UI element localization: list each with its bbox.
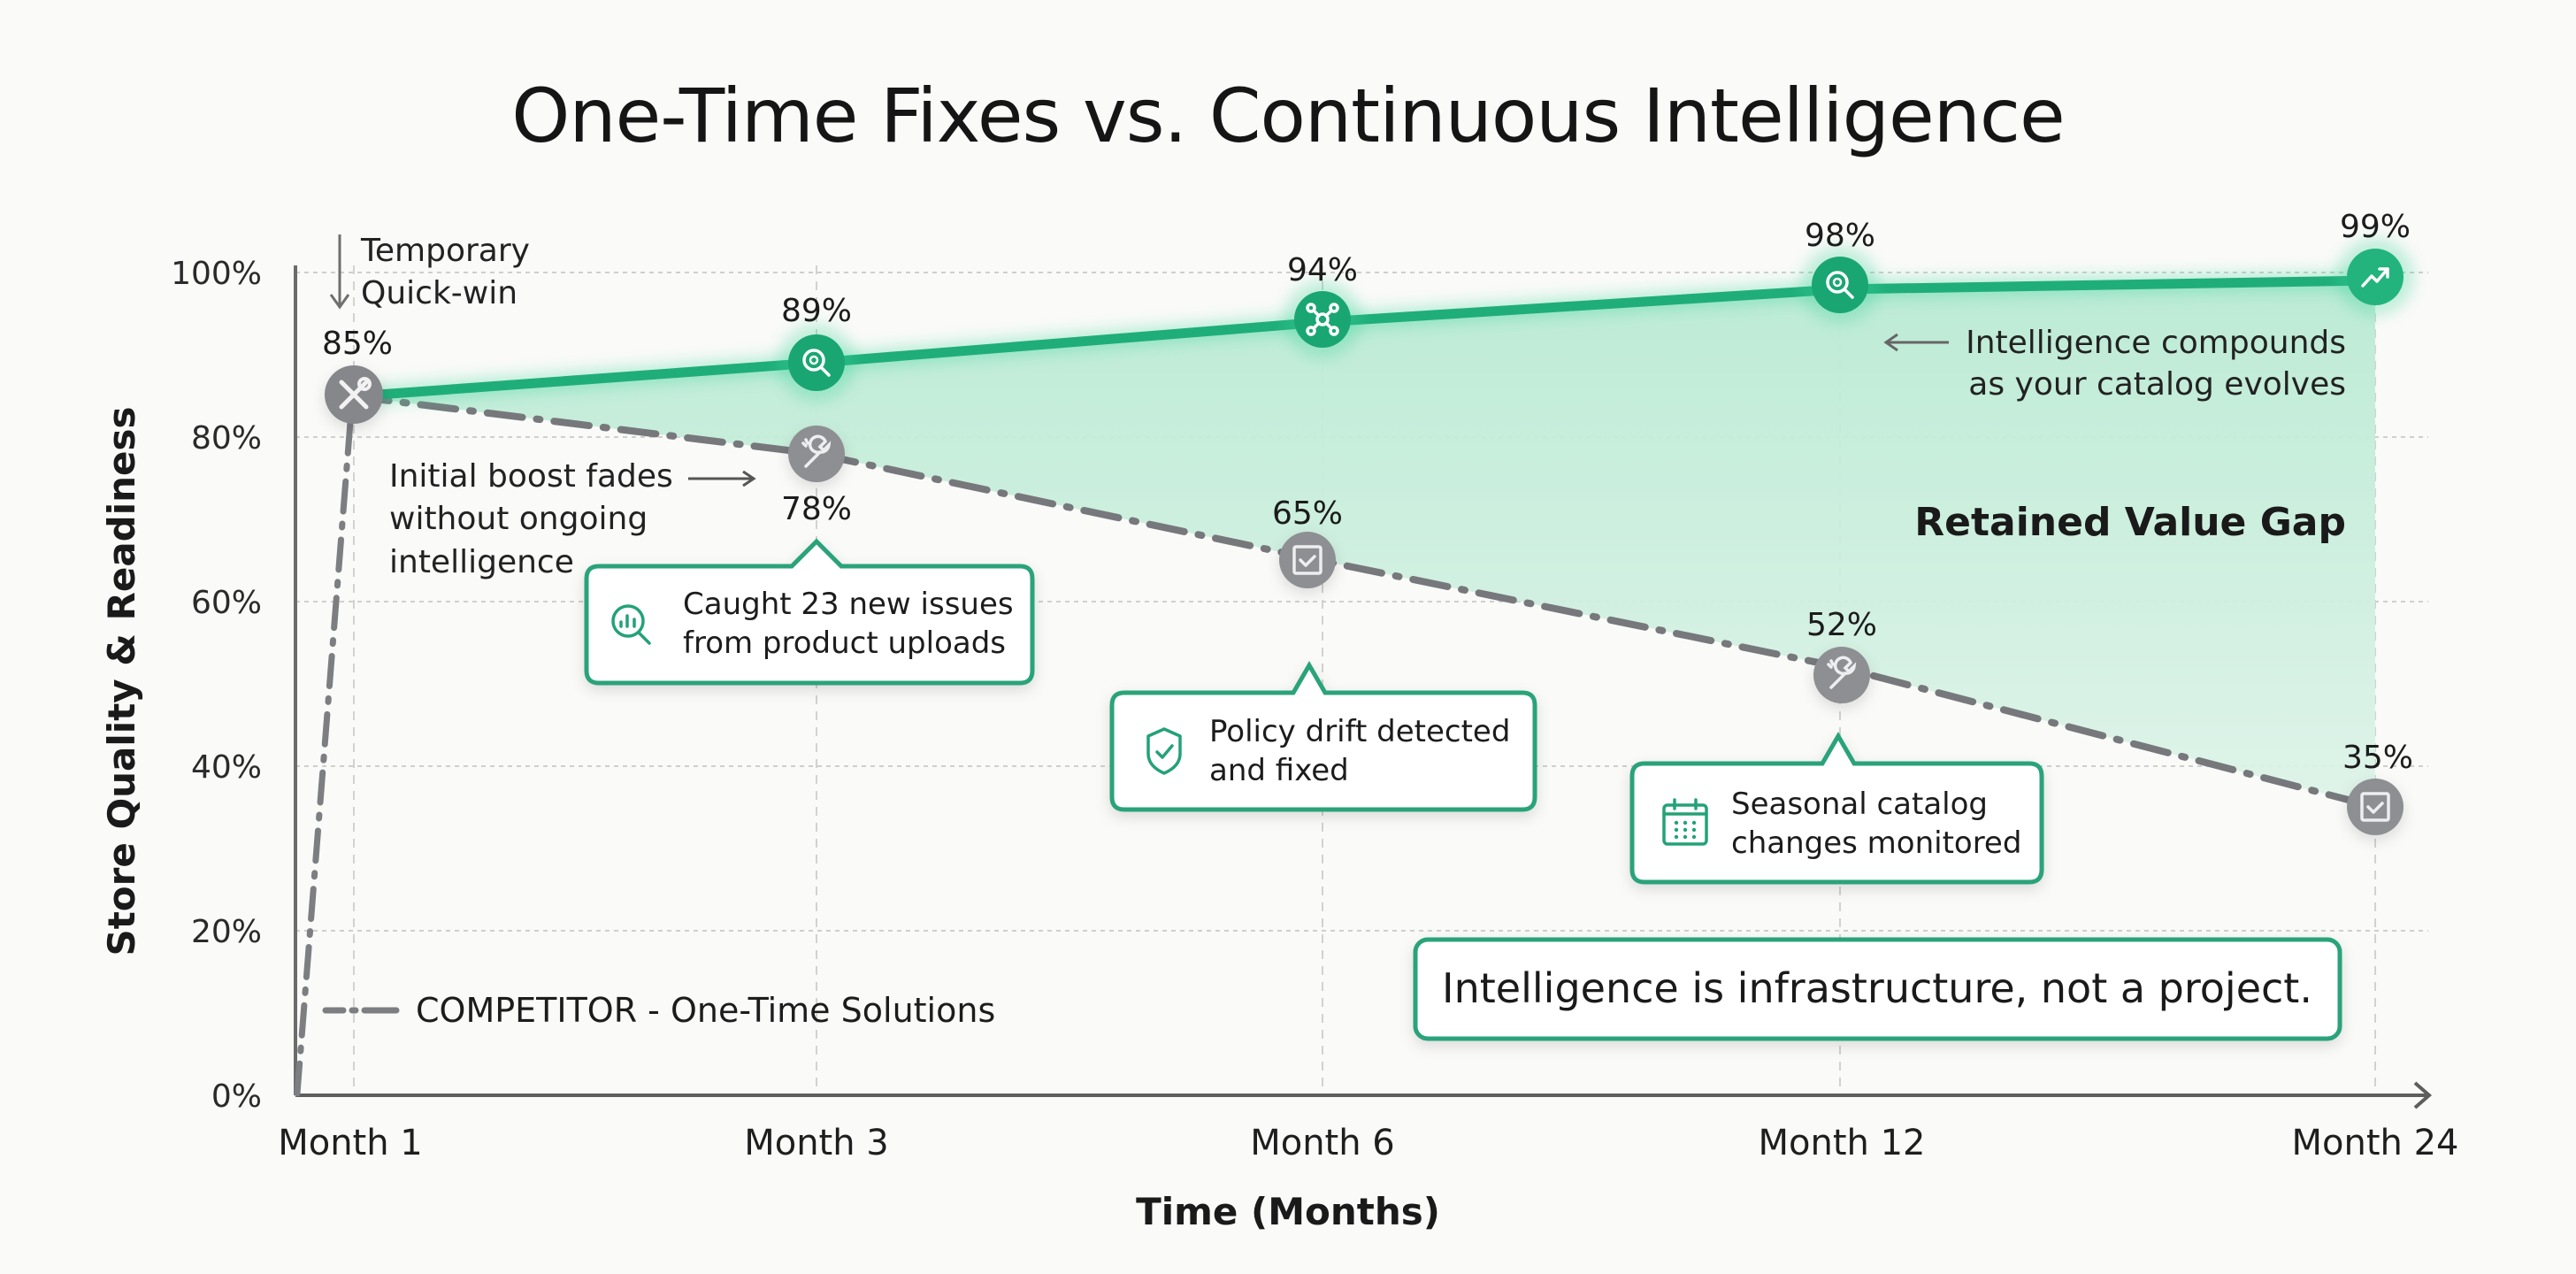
svg-text:Initial boost fades: Initial boost fades: [389, 458, 673, 495]
svg-text:60%: 60%: [191, 585, 262, 621]
svg-text:89%: 89%: [781, 293, 852, 329]
svg-text:94%: 94%: [1287, 252, 1358, 288]
tagline-text: Intelligence is infrastructure, not a pr…: [1442, 964, 2312, 1012]
callout-seasonal-line2: changes monitored: [1731, 825, 2021, 861]
svg-text:Quick-win: Quick-win: [361, 275, 518, 311]
svg-text:20%: 20%: [191, 914, 262, 950]
svg-text:99%: 99%: [2340, 209, 2411, 245]
svg-text:without ongoing: without ongoing: [389, 501, 648, 537]
callout-new-issues-line2: from product uploads: [683, 625, 1006, 661]
legend-competitor-label: COMPETITOR - One-Time Solutions: [416, 991, 995, 1030]
continuous-marker-m24: [2336, 238, 2414, 316]
svg-text:40%: 40%: [191, 749, 262, 786]
y-tick-labels: 0% 20% 40% 60% 80% 100%: [171, 256, 262, 1115]
svg-text:100%: 100%: [171, 256, 262, 292]
fades-annotation: Initial boost fades without ongoing inte…: [389, 458, 754, 580]
svg-text:as your catalog evolves: as your catalog evolves: [1968, 366, 2346, 403]
callout-seasonal-line1: Seasonal catalog: [1731, 787, 1988, 822]
svg-text:78%: 78%: [781, 491, 852, 527]
competitor-marker-m6: [1279, 532, 1336, 588]
svg-text:35%: 35%: [2342, 740, 2413, 776]
continuous-marker-m6: [1284, 280, 1361, 358]
callout-policy-drift-line1: Policy drift detected: [1209, 714, 1510, 749]
svg-text:intelligence: intelligence: [389, 544, 574, 580]
retained-value-gap-label: Retained Value Gap: [1914, 500, 2346, 545]
callout-policy-drift-line2: and fixed: [1209, 753, 1349, 788]
svg-text:Temporary: Temporary: [360, 233, 530, 269]
legend: COMPETITOR - One-Time Solutions: [326, 991, 995, 1030]
svg-text:0%: 0%: [211, 1078, 262, 1115]
svg-text:Month 12: Month 12: [1759, 1123, 1926, 1163]
competitor-rise-line: [297, 400, 352, 1094]
svg-text:85%: 85%: [322, 326, 393, 362]
x-tick-labels: Month 1 Month 3 Month 6 Month 12 Month 2…: [278, 1123, 2458, 1163]
svg-text:Month 6: Month 6: [1250, 1123, 1395, 1163]
callout-new-issues-line1: Caught 23 new issues: [683, 587, 1014, 622]
competitor-marker-m24: [2347, 779, 2404, 835]
svg-text:Month 3: Month 3: [744, 1123, 889, 1163]
chart: One-Time Fixes vs. Continuous Intelligen…: [0, 0, 2576, 1274]
svg-text:Month 24: Month 24: [2292, 1123, 2459, 1163]
svg-text:52%: 52%: [1806, 607, 1877, 643]
svg-text:98%: 98%: [1805, 218, 1875, 254]
svg-text:Intelligence compounds: Intelligence compounds: [1966, 325, 2346, 361]
svg-text:Month 1: Month 1: [278, 1123, 423, 1163]
y-axis-title: Store Quality & Readiness: [100, 406, 143, 956]
svg-text:80%: 80%: [191, 420, 262, 457]
x-axis-title: Time (Months): [1136, 1190, 1440, 1233]
svg-text:65%: 65%: [1272, 495, 1343, 532]
chart-title: One-Time Fixes vs. Continuous Intelligen…: [511, 73, 2064, 159]
